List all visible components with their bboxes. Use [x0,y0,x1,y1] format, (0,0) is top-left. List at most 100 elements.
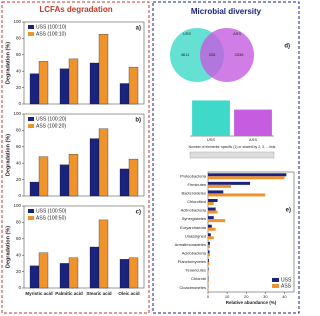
y-tick-label: Firmicutes [188,182,206,187]
x-tick-label: ASS [249,137,257,142]
legend-label: ASS (100:50) [36,215,66,221]
legend-label: ASS [281,283,292,289]
legend-swatch [28,209,34,213]
y-axis-label: Degradation (%) [5,226,11,268]
bar [208,210,218,214]
x-tick-label: 40 [282,294,287,299]
right-panel-frame [152,1,300,314]
y-tick-label: 60 [16,144,22,149]
bar [38,156,49,197]
plot-frame [23,21,145,105]
y-tick-label: 80 [16,220,22,225]
legend-label: ASS (100:20) [36,123,66,129]
bar [208,219,226,223]
right-title: Microbial diversity [191,7,262,16]
bar [208,262,210,265]
x-tick-label: Oleic acid [118,291,140,296]
panel-label: d) [284,44,290,50]
legend-swatch [272,278,279,282]
y-tick-label: 100 [13,203,21,208]
legend-swatch [28,216,34,220]
bar [68,58,79,105]
bar [208,236,214,240]
panel-label: b) [135,118,141,124]
x-tick-label: Palmitic acid [55,291,83,296]
bar [128,257,139,289]
bar [208,267,209,271]
y-tick-label: 100 [13,111,21,116]
y-tick-label: 40 [16,160,22,165]
plot-frame [207,171,295,293]
bar [59,68,70,105]
figure: LCFAs degradation Microbial diversity 0 2… [1,1,300,314]
bar [89,62,100,105]
y-tick-label: 40 [16,252,22,257]
bar [192,100,230,136]
y-tick-label: Bacteroidetes [182,190,206,195]
bar [59,263,70,289]
y-tick-label: 0 [18,101,21,106]
bar [59,164,70,197]
bar [29,265,40,289]
y-tick-label: Chlorobi [191,276,206,281]
bar [208,224,212,228]
bar [98,128,109,197]
bar [208,181,251,185]
y-tick-label: 20 [16,85,22,90]
y-tick-label: Armatimonadetes [175,242,206,247]
panel-label: e) [286,208,291,214]
bar [119,168,130,197]
venn-set [200,28,254,82]
y-tick-label: Tenericutes [186,268,206,273]
legend-label: ASS (100:10) [36,31,66,37]
y-axis-label: Degradation (%) [5,134,11,176]
x-tick-label: 10 [225,294,230,299]
y-tick-label: Synergistetes [182,216,206,221]
venn-set-name: ASS [233,31,241,36]
bar [208,241,210,245]
bar [208,233,211,237]
x-tick-label: 30 [263,294,268,299]
bar [68,257,79,289]
bar [38,252,49,289]
y-tick-label: Planctomycetes [178,259,206,264]
y-tick-label: Cloacimonetes [180,285,206,290]
y-tick-label: 40 [16,68,22,73]
bar [208,199,218,202]
bar [89,138,100,197]
bar [208,173,287,177]
panel-label: a) [136,26,141,32]
panel-label: c) [136,210,141,216]
bar [119,259,130,289]
y-tick-label: 0 [18,285,21,290]
x-tick-label: 20 [244,294,249,299]
bar [208,184,231,188]
legend-label: USS (100:10) [36,24,67,30]
x-tick-label: Stearic acid [86,291,112,296]
bar [208,259,209,262]
bar [208,193,266,197]
y-tick-label: Unassigned [185,233,206,238]
legend-label: USS (100:20) [36,116,67,122]
bar [29,181,40,197]
bar [208,270,209,274]
y-axis-label: Degradation (%) [5,42,11,84]
left-panel-frame [1,1,150,314]
bar [98,34,109,105]
bar [29,73,40,105]
y-tick-label: 20 [16,269,22,274]
bar [208,244,210,248]
y-tick-label: 60 [16,52,22,57]
y-tick-label: 100 [13,19,21,24]
bar [208,216,214,220]
legend-swatch [28,124,34,128]
bar [208,253,210,257]
list-strip [189,151,275,159]
bar [208,202,214,205]
y-tick-label: Chloroflexi [187,199,206,204]
y-tick-label: 0 [18,193,21,198]
bar [128,66,139,105]
bar [98,219,109,289]
legend-swatch [272,284,279,288]
venn-set-name: USS [183,31,192,36]
